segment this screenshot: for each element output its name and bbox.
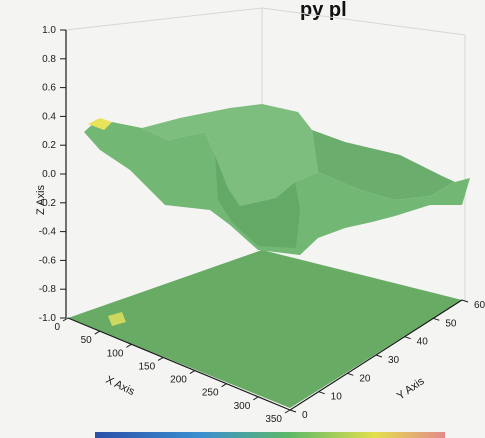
z-tick-label: -1.0 [39,313,57,324]
y-tick-mark [289,409,297,413]
y-axis-label: Y Axis [395,375,427,403]
y-tick-mark [347,372,354,376]
y-tick-label: 40 [417,337,429,348]
x-tick-mark [189,370,196,375]
floor-plane [68,250,462,408]
x-tick-label: 100 [107,348,124,359]
x-tick-label: 50 [81,335,93,346]
x-tick-label: 250 [202,388,219,399]
surface-highlight [88,118,112,130]
y-tick-mark [404,336,411,340]
x-tick-label: 150 [138,361,155,372]
z-axis-label: Z Axis [35,185,47,215]
floor-highlight [108,312,126,326]
x-tick-mark [221,383,227,388]
y-tick-label: 0 [302,410,308,421]
surface-front [84,122,470,255]
y-tick-mark [318,391,325,395]
z-tick-label: -0.4 [39,227,57,238]
x-tick-mark [284,409,291,414]
surface-dip [215,155,300,248]
z-tick-label: -0.8 [39,284,57,295]
z-tick-label: -0.2 [39,198,57,209]
z-tick-label: 0.6 [42,83,56,94]
surface-mesh [84,104,470,255]
y-tick-label: 60 [474,300,485,311]
z-tick-label: 0.4 [42,111,56,122]
surface-right-slope [312,130,455,200]
y-axis-ticks: 0 10 20 30 40 50 60 [289,299,485,421]
x-tick-mark [157,356,164,361]
x-axis-line [67,317,291,411]
x-tick-label: 350 [265,414,282,425]
y-tick-label: 50 [445,318,457,329]
z-tick-label: 0.0 [42,169,56,180]
y-tick-mark [375,354,383,358]
x-tick-label: 300 [234,401,251,412]
z-tick-label: 0.8 [42,54,56,65]
z-tick-label: -0.6 [39,255,57,266]
surface-back-ridge [142,104,318,206]
y-tick-label: 30 [388,355,400,366]
z-tick-label: 1.0 [42,25,56,36]
y-tick-label: 20 [359,373,371,384]
y-tick-mark [461,299,469,303]
y-tick-label: 10 [331,392,343,403]
x-tick-label: 0 [54,322,60,333]
x-axis-ticks: 0 50 100 150 200 250 300 350 [54,317,291,425]
x-tick-label: 200 [170,375,187,386]
x-tick-mark [253,396,259,401]
colorbar [95,432,445,438]
x-tick-mark [62,317,69,322]
x-tick-mark [94,330,100,335]
x-axis-label: X Axis [104,374,137,398]
z-axis-ticks: 1.0 0.8 0.6 0.4 0.2 0.0 -0.2 -0.4 -0.6 -0.8 -1.0 [39,25,66,324]
z-tick-label: 0.2 [42,140,56,151]
y-tick-mark [433,317,440,321]
chart-title-fragment: py pl [300,0,347,21]
x-tick-mark [126,343,132,348]
